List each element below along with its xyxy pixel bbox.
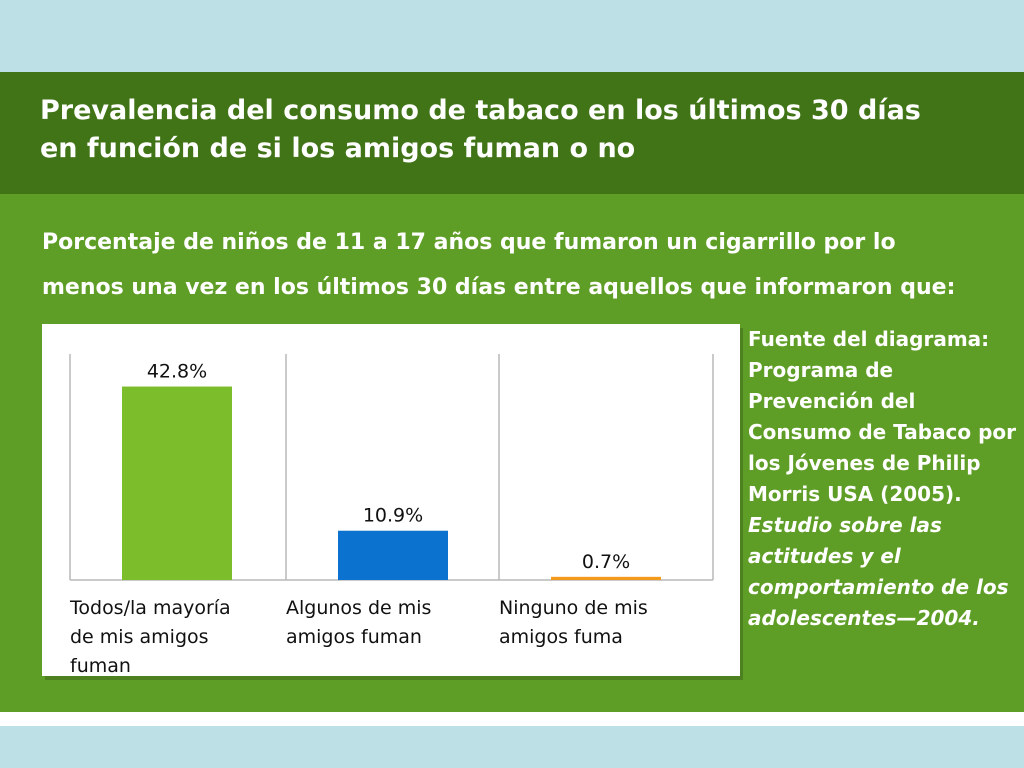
value-label-3: 0.7% [582, 551, 630, 573]
category-label-3-line-2: amigos fuma [499, 626, 623, 648]
source-study-title: Estudio sobre las actitudes y el comport… [748, 513, 1009, 630]
bar-3 [551, 576, 661, 580]
chart-title: Prevalencia del consumo de tabaco en los… [40, 95, 921, 164]
category-label-1-line-1: Todos/la mayoría [69, 597, 231, 619]
category-label-1-line-2: de mis amigos [70, 626, 209, 648]
bar-chart: 42.8% Todos/la mayoría de mis amigos fuman 1… [69, 354, 714, 676]
category-label-2-line-1: Algunos de mis [286, 597, 431, 619]
value-label-1: 42.8% [147, 361, 207, 383]
chart-subtitle: Porcentaje de niños de 11 a 17 años que … [42, 230, 956, 300]
header-band: Prevalencia del consumo de tabaco en los… [0, 72, 1024, 194]
category-label-3-line-1: Ninguno de mis [499, 597, 648, 619]
category-label-2-line-2: amigos fuman [286, 626, 422, 648]
source-note: Fuente del diagrama: Programa de Prevenc… [748, 324, 1020, 634]
bottom-strip [0, 712, 1024, 726]
plot-area: 42.8% Todos/la mayoría de mis amigos fuman 1… [42, 324, 740, 676]
value-label-2: 10.9% [363, 505, 423, 527]
category-label-1-line-3: fuman [70, 655, 131, 676]
bar-2 [338, 530, 448, 580]
source-text: Fuente del diagrama: Programa de Prevenc… [748, 327, 1017, 506]
chart-card: Prevalencia del consumo de tabaco en los… [0, 72, 1024, 712]
bar-1 [122, 386, 232, 580]
